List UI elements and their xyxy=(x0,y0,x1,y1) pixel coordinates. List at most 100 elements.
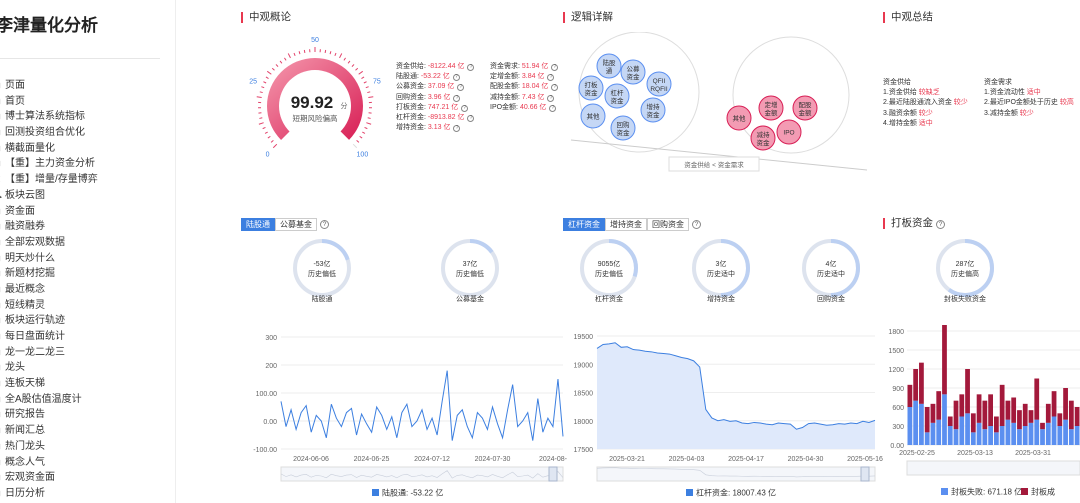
demand-list: 资金需求: 51.94 亿? 定增金额: 3.84 亿? 配股金额: 18.04 亿… xyxy=(490,62,559,113)
legend-label: 陆股通: -53.22 亿 xyxy=(382,488,443,498)
nav-item[interactable]: ⊞博士算法系统指标 xyxy=(0,109,174,125)
nav-item[interactable]: ⊞每日盘面统计 xyxy=(0,329,174,345)
nav-item[interactable]: ⊞融资融券 xyxy=(0,219,174,235)
help-icon[interactable]: ? xyxy=(452,74,460,82)
tab-1[interactable]: 杠杆资金 xyxy=(563,218,605,231)
help-icon[interactable]: ? xyxy=(457,84,465,92)
help-icon[interactable]: ? xyxy=(467,64,475,71)
summary-item: 3.融资余额 较少 xyxy=(883,109,968,119)
fund-row: 配股金额: 18.04 亿? xyxy=(490,82,559,92)
nav-item[interactable]: ⊞新题材挖掘 xyxy=(0,266,174,282)
nav-item-icon: ⊞ xyxy=(0,439,5,455)
x-tick-label: 2025-03-31 xyxy=(1015,450,1051,457)
nav-item[interactable]: ⊞日历分析 xyxy=(0,486,174,502)
gauge-caption: 短期风险偏高 xyxy=(293,113,338,123)
nav-item[interactable]: ⊞新闻汇总 xyxy=(0,423,174,439)
nav-item[interactable]: ☁板块云图 xyxy=(0,188,174,204)
nav-item[interactable]: ⊞宏观资金面 xyxy=(0,470,174,486)
nav-item-icon: ⊞ xyxy=(0,282,5,298)
gauge-tick xyxy=(271,67,275,71)
legend-label: 封板成 xyxy=(1031,487,1055,497)
summary-tag: 较少 xyxy=(918,109,933,117)
tab-3[interactable]: 回购资金 xyxy=(647,218,689,231)
nav-item[interactable]: ⊞横截面量化 xyxy=(0,141,174,157)
nav-item-icon: ⊞ xyxy=(0,486,5,502)
bar-success xyxy=(976,394,982,423)
gauge-tick xyxy=(356,140,360,143)
nav-item-label: 每日盘面统计 xyxy=(5,331,65,342)
help-icon[interactable]: ? xyxy=(936,220,945,229)
nav-item-label: 新闻汇总 xyxy=(5,425,45,437)
bar-fail xyxy=(1068,429,1074,445)
help-icon[interactable]: ? xyxy=(692,220,701,229)
help-icon[interactable]: ? xyxy=(453,125,461,133)
bar-fail xyxy=(919,403,924,445)
nav-item[interactable]: ⊞回测投资组合优化 xyxy=(0,125,174,141)
nav-item[interactable]: ⊞资金面 xyxy=(0,204,174,220)
nav-item[interactable]: ⊞龙一龙二龙三 xyxy=(0,345,174,361)
ring-fill xyxy=(802,239,860,297)
y-tick-label: 1200 xyxy=(888,367,904,374)
nav-item-icon: ⊞ xyxy=(0,78,5,94)
nav-item[interactable]: ⊞最近概念 xyxy=(0,282,174,298)
ring-fill xyxy=(692,239,750,297)
help-icon[interactable]: ? xyxy=(547,94,555,102)
supply-list: 资金供给: -8122.44 亿? 陆股通: -53.22 亿? 公募资金: 37.… xyxy=(396,62,475,133)
bar-success xyxy=(953,400,959,430)
nav-item[interactable]: ⊞热门龙头 xyxy=(0,439,174,455)
zoom-handle xyxy=(548,466,558,482)
zoom-preview xyxy=(596,467,876,478)
sidebar-divider xyxy=(0,58,160,59)
supply-bubble-label: 公募 xyxy=(627,64,641,73)
help-icon[interactable]: ? xyxy=(551,64,559,71)
demand-bubble xyxy=(776,119,802,145)
fund-value: 7.43 亿 xyxy=(519,93,545,101)
supply-bubble xyxy=(646,71,672,97)
help-icon[interactable]: ? xyxy=(461,104,469,112)
supply-bubble-label: 其他 xyxy=(587,112,601,121)
nav-item[interactable]: ⊞【重】主力资金分析 xyxy=(0,156,174,172)
y-tick-label: 100.00 xyxy=(256,391,278,398)
nav-item[interactable]: ⊞连板天梯 xyxy=(0,376,174,392)
fund-value: 3.84 亿 xyxy=(519,73,545,81)
nav-item-label: 龙头 xyxy=(5,362,25,374)
nav-item[interactable]: ⊞首页 xyxy=(0,94,174,110)
fund-label: 公募资金: xyxy=(396,83,426,91)
nav-item[interactable]: ⊞研究报告 xyxy=(0,407,174,423)
nav-item[interactable]: ⚔【重】增量/存量博弈 xyxy=(0,172,174,188)
gauge-tick-label: 0 xyxy=(266,151,270,158)
nav-item[interactable]: ⊞全A股估值温度计 xyxy=(0,392,174,408)
tab-2[interactable]: 公募基金 xyxy=(275,218,317,231)
nav-item[interactable]: ⊞概念人气 xyxy=(0,455,174,471)
nav-item[interactable]: ⊞短线精灵 xyxy=(0,298,174,314)
help-icon[interactable]: ? xyxy=(467,115,475,123)
tab-2[interactable]: 增持资金 xyxy=(605,218,647,231)
nav-item[interactable]: ⊞龙头 xyxy=(0,360,174,376)
app-title: 李津量化分析 xyxy=(0,16,98,35)
bar-success xyxy=(959,394,965,417)
supply-bubble xyxy=(580,103,606,129)
nav-item-icon: ⊞ xyxy=(0,251,5,267)
bar-fail xyxy=(1045,422,1051,445)
gauge-tick xyxy=(258,122,264,125)
gauge-tick xyxy=(298,51,301,55)
fund-value: -8122.44 亿 xyxy=(425,63,465,70)
nav-item[interactable]: ⊞全部宏观数据 xyxy=(0,235,174,251)
y-tick-label: 900 xyxy=(892,386,904,393)
nav-item[interactable]: ⊞明天炒什么 xyxy=(0,251,174,267)
gauge-tick xyxy=(355,67,359,71)
help-icon[interactable]: ? xyxy=(551,84,559,92)
ring-value: 3亿 xyxy=(716,259,727,268)
tab-1[interactable]: 陆股通 xyxy=(241,218,275,231)
fund-row: 打板资金: 747.21 亿? xyxy=(396,103,474,113)
nav-item[interactable]: ⊞板块运行轨迹 xyxy=(0,313,174,329)
nav-item[interactable]: ⊞页面 xyxy=(0,78,174,94)
help-icon[interactable]: ? xyxy=(547,74,555,82)
gauge-tick-label: 25 xyxy=(249,78,257,85)
fund-value: 3.96 亿 xyxy=(425,93,451,101)
help-icon[interactable]: ? xyxy=(453,94,461,102)
help-icon[interactable]: ? xyxy=(320,220,329,229)
sidebar: 李津量化分析 ⊞页面⊞首页⊞博士算法系统指标⊞回测投资组合优化⊞横截面量化⊞【重… xyxy=(0,0,176,503)
help-icon[interactable]: ? xyxy=(549,104,557,112)
